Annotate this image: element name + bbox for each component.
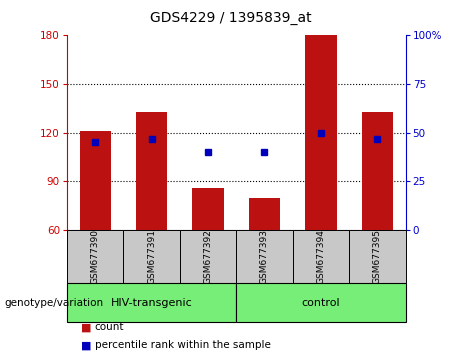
Text: GDS4229 / 1395839_at: GDS4229 / 1395839_at xyxy=(150,11,311,25)
Text: GSM677393: GSM677393 xyxy=(260,229,269,284)
Bar xyxy=(236,230,293,283)
Text: percentile rank within the sample: percentile rank within the sample xyxy=(95,340,271,350)
Text: genotype/variation: genotype/variation xyxy=(5,298,104,308)
Bar xyxy=(193,188,224,230)
Bar xyxy=(249,198,280,230)
Bar xyxy=(293,230,349,283)
Text: control: control xyxy=(301,298,340,308)
Text: GSM677392: GSM677392 xyxy=(203,229,213,284)
Text: count: count xyxy=(95,322,124,332)
Bar xyxy=(80,131,111,230)
Bar xyxy=(67,283,236,322)
Text: GSM677390: GSM677390 xyxy=(90,229,100,284)
Bar xyxy=(180,230,236,283)
Bar xyxy=(136,112,167,230)
Text: ■: ■ xyxy=(81,322,91,332)
Text: GSM677394: GSM677394 xyxy=(316,229,325,284)
Bar xyxy=(67,230,123,283)
Bar xyxy=(349,230,406,283)
Text: GSM677395: GSM677395 xyxy=(373,229,382,284)
Bar xyxy=(123,230,180,283)
Bar xyxy=(236,283,406,322)
Bar xyxy=(362,112,393,230)
Text: ■: ■ xyxy=(81,340,91,350)
Text: GSM677391: GSM677391 xyxy=(147,229,156,284)
Bar xyxy=(306,35,337,230)
Text: HIV-transgenic: HIV-transgenic xyxy=(111,298,192,308)
